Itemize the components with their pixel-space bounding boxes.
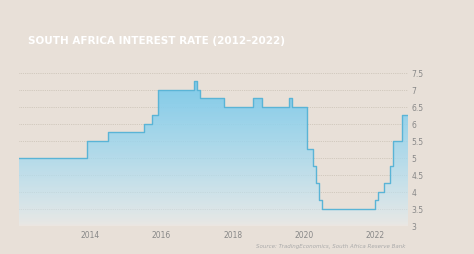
Text: Source: TradingEconomics, South Africa Reserve Bank: Source: TradingEconomics, South Africa R…	[256, 243, 405, 248]
Text: SOUTH AFRICA INTEREST RATE (2012–2022): SOUTH AFRICA INTEREST RATE (2012–2022)	[28, 36, 285, 46]
